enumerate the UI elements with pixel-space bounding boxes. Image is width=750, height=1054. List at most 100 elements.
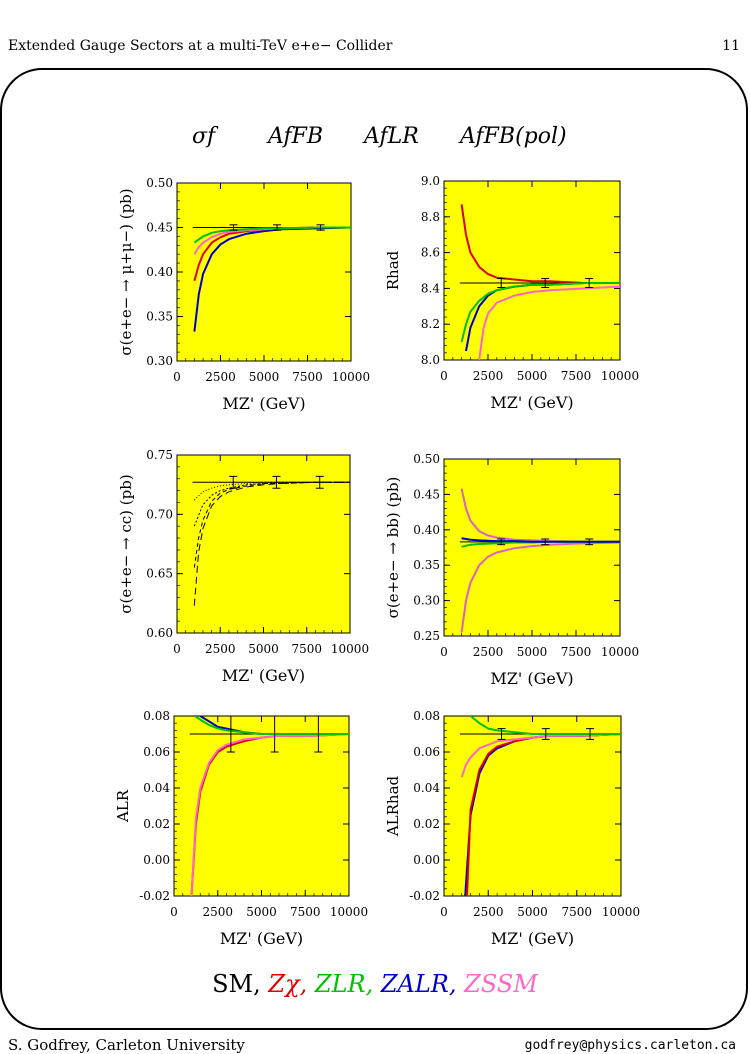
legend-zchi: Zχ, bbox=[268, 970, 308, 998]
x-tick-label: 7500 bbox=[561, 645, 592, 659]
x-tick-label: 10000 bbox=[330, 905, 368, 919]
y-tick-label: 0.70 bbox=[146, 507, 173, 521]
chart-alr_had: 0 2500 5000 7500 10000 -0.02 0.00 0.02 0.04 0.06 0… bbox=[384, 709, 640, 948]
y-tick-label: 0.00 bbox=[413, 853, 440, 867]
x-axis-label: MZ' (GeV) bbox=[220, 929, 303, 948]
y-tick-label: 0.06 bbox=[413, 745, 440, 759]
y-tick-label: 0.04 bbox=[413, 781, 440, 795]
y-axis-label: σ(e+e− → μ+μ−) (pb) bbox=[117, 188, 135, 355]
series-group bbox=[460, 716, 621, 896]
slide-frame bbox=[0, 68, 748, 1030]
heading-sigma: σf bbox=[192, 124, 216, 149]
y-tick-label: -0.02 bbox=[139, 889, 170, 903]
y-tick-label: 0.35 bbox=[146, 310, 173, 324]
plot-background bbox=[443, 180, 621, 361]
series-group bbox=[193, 226, 351, 332]
heading-afb: AfFB bbox=[268, 124, 324, 149]
series-line-3 bbox=[194, 716, 349, 735]
y-tick-label: 0.75 bbox=[146, 448, 173, 462]
x-axis-label: MZ' (GeV) bbox=[222, 394, 305, 413]
y-tick-label: 0.30 bbox=[146, 354, 173, 368]
y-tick-label: 8.2 bbox=[421, 317, 440, 331]
series-line-2 bbox=[460, 733, 621, 778]
y-tick-label: 0.08 bbox=[143, 709, 170, 723]
y-tick-label: -0.02 bbox=[409, 889, 440, 903]
x-tick-label: 7500 bbox=[561, 905, 592, 919]
y-tick-label: 9.0 bbox=[421, 174, 440, 188]
y-tick-label: 0.06 bbox=[143, 745, 170, 759]
y-tick-label: 0.40 bbox=[146, 265, 173, 279]
series-line-3 bbox=[460, 282, 620, 343]
x-tick-label: 0 bbox=[440, 369, 448, 383]
y-tick-label: 8.0 bbox=[421, 353, 440, 367]
page-header: Extended Gauge Sectors at a multi-TeV e+… bbox=[8, 38, 740, 58]
x-tick-label: 5000 bbox=[249, 370, 280, 384]
y-tick-label: 0.45 bbox=[413, 487, 440, 501]
legend-zalr: ZALR, bbox=[380, 970, 457, 998]
x-tick-label: 10000 bbox=[601, 645, 639, 659]
y-tick-label: 0.50 bbox=[146, 176, 173, 190]
series-line-0 bbox=[460, 204, 620, 284]
chart-rhad: 0 2500 5000 7500 10000 8.0 8.2 8.4 8.6 8.8 9.0 MZ' … bbox=[384, 174, 639, 412]
y-tick-label: 0.60 bbox=[146, 626, 173, 640]
y-tick-label: 0.30 bbox=[413, 594, 440, 608]
y-tick-label: 8.8 bbox=[421, 210, 440, 224]
x-tick-label: 5000 bbox=[517, 905, 548, 919]
x-tick-label: 0 bbox=[170, 905, 178, 919]
x-tick-label: 2500 bbox=[202, 905, 233, 919]
series-line-1 bbox=[460, 541, 620, 633]
heading-afb-pol: AfFB(pol) bbox=[460, 124, 567, 149]
x-axis-label: MZ' (GeV) bbox=[490, 393, 573, 412]
series-group bbox=[460, 488, 620, 633]
plot-background bbox=[173, 715, 350, 897]
plot-background bbox=[176, 454, 351, 634]
y-axis-label: σ(e+e− → cc) (pb) bbox=[117, 474, 135, 613]
series-line-1 bbox=[193, 481, 350, 568]
y-tick-label: 0.08 bbox=[413, 709, 440, 723]
x-tick-label: 7500 bbox=[291, 642, 322, 656]
y-tick-label: 0.02 bbox=[143, 817, 170, 831]
x-tick-label: 0 bbox=[440, 645, 448, 659]
x-axis-label: MZ' (GeV) bbox=[490, 669, 573, 688]
x-tick-label: 5000 bbox=[517, 645, 548, 659]
x-tick-label: 2500 bbox=[473, 905, 504, 919]
y-tick-label: 0.65 bbox=[146, 567, 173, 581]
series-line-3 bbox=[193, 226, 351, 244]
x-tick-label: 2500 bbox=[205, 642, 236, 656]
series-group bbox=[190, 716, 349, 896]
y-tick-label: 0.35 bbox=[413, 558, 440, 572]
heading-alr: AfLR bbox=[364, 124, 419, 149]
x-tick-label: 0 bbox=[173, 370, 181, 384]
legend-zssm: ZSSM bbox=[464, 970, 538, 998]
x-tick-label: 5000 bbox=[246, 905, 277, 919]
page-number: 11 bbox=[722, 38, 740, 54]
x-axis-label: MZ' (GeV) bbox=[222, 666, 305, 685]
x-tick-label: 0 bbox=[440, 905, 448, 919]
x-axis-label: MZ' (GeV) bbox=[491, 929, 574, 948]
y-axis-label: ALR bbox=[114, 789, 132, 823]
y-tick-label: 0.02 bbox=[413, 817, 440, 831]
header-title: Extended Gauge Sectors at a multi-TeV e+… bbox=[8, 38, 393, 54]
y-tick-label: 8.6 bbox=[421, 246, 440, 260]
y-axis-label: ALRhad bbox=[384, 775, 402, 837]
chart-alr: 0 2500 5000 7500 10000 -0.02 0.00 0.02 0.04 0.06 0… bbox=[114, 709, 368, 948]
y-tick-label: 0.25 bbox=[413, 629, 440, 643]
x-tick-label: 7500 bbox=[561, 369, 592, 383]
footer-author: S. Godfrey, Carleton University bbox=[8, 1036, 245, 1054]
x-tick-label: 7500 bbox=[290, 905, 321, 919]
x-tick-label: 0 bbox=[173, 642, 181, 656]
chart-cc: 0 2500 5000 7500 10000 0.60 0.65 0.70 0.75 MZ' (G… bbox=[117, 448, 369, 685]
x-tick-label: 10000 bbox=[602, 905, 640, 919]
x-tick-label: 5000 bbox=[517, 369, 548, 383]
chart-bb: 0 2500 5000 7500 10000 0.25 0.30 0.35 0.40 0.45 0.… bbox=[384, 452, 639, 688]
series-line-3 bbox=[461, 537, 620, 543]
legend-zlr: ZLR, bbox=[314, 970, 374, 998]
x-tick-label: 10000 bbox=[332, 370, 370, 384]
footer-email: godfrey@physics.carleton.ca bbox=[524, 1038, 736, 1053]
series-line-3 bbox=[469, 716, 621, 735]
series-group bbox=[193, 481, 350, 606]
y-tick-label: 0.40 bbox=[413, 523, 440, 537]
series-line-3 bbox=[193, 481, 350, 501]
legend: SM, Zχ, ZLR, ZALR, ZSSM bbox=[0, 970, 750, 998]
